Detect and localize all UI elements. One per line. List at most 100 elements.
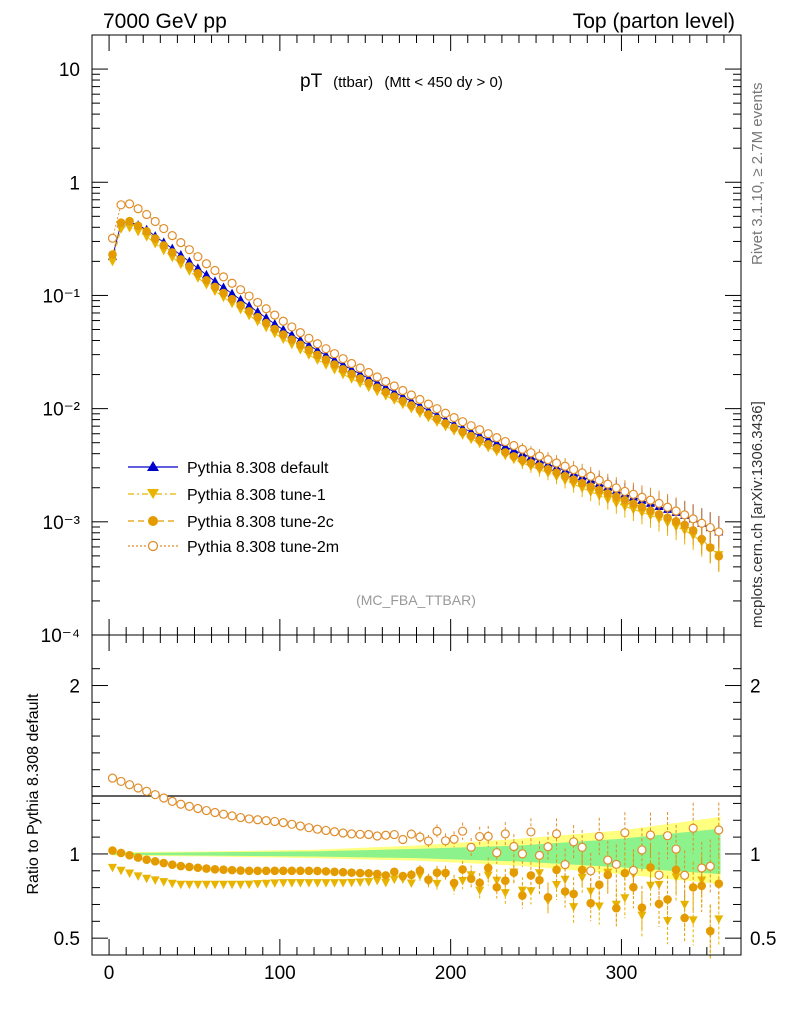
- data-point: [253, 306, 263, 316]
- ratio-point: [466, 842, 476, 852]
- ratio-point: [159, 858, 169, 868]
- data-point: [423, 399, 434, 409]
- data-point: [552, 468, 561, 477]
- ratio-point: [406, 829, 416, 839]
- legend-label-tune2c: Pythia 8.308 tune-2c: [187, 514, 334, 531]
- ratio-point: [662, 831, 673, 841]
- data-point: [107, 233, 118, 243]
- data-point: [330, 360, 339, 369]
- ratio-point: [637, 845, 647, 855]
- ratio-point: [261, 815, 271, 826]
- ratio-point: [312, 824, 323, 834]
- data-point: [219, 282, 229, 291]
- title-cut: (Mtt < 450 dy > 0): [384, 74, 502, 91]
- ratio-point: [552, 865, 561, 875]
- data-point: [389, 392, 399, 401]
- ratio-point: [509, 868, 519, 877]
- data-point: [210, 276, 220, 285]
- data-point: [270, 310, 280, 320]
- data-point: [244, 291, 254, 301]
- y-tick-label: 10: [59, 60, 80, 81]
- ratio-ylabel: Ratio to Pythia 8.308 default: [25, 693, 42, 895]
- ratio-point: [253, 866, 262, 876]
- ratio-point: [372, 876, 382, 886]
- y-tick-label: 10⁻⁴: [41, 626, 80, 647]
- ratio-point: [423, 836, 434, 846]
- data-point: [449, 423, 459, 433]
- ratio-point: [236, 880, 246, 890]
- data-point: [193, 269, 203, 278]
- data-point: [236, 300, 245, 310]
- ratio-point: [295, 821, 305, 831]
- ratio-point: [714, 825, 724, 835]
- ratio-panel: 2 2 1 1 0.5 0.5 Ratio to Pythia 8.308 default: [25, 634, 776, 959]
- ratio-point: [253, 815, 263, 825]
- ratio-point: [321, 879, 331, 888]
- data-point: [261, 312, 271, 322]
- data-point: [108, 250, 117, 259]
- ratio-point: [432, 826, 442, 836]
- ratio-point: [107, 773, 118, 783]
- ratio-point: [159, 878, 169, 887]
- legend-label-tune1: Pythia 8.308 tune-1: [187, 487, 326, 504]
- ratio-point: [227, 865, 237, 875]
- ratio-point: [338, 828, 348, 838]
- data-point: [697, 518, 707, 528]
- ratio-point: [355, 868, 365, 878]
- ratio-point: [637, 903, 647, 912]
- main-ticks-layer: 10 1 10⁻¹ 10⁻² 10⁻³ 10⁻⁴: [41, 34, 741, 647]
- data-point: [372, 372, 382, 382]
- ratio-point: [261, 866, 271, 876]
- x-tick-labels-layer: 0 100 200 300: [104, 963, 638, 984]
- data-point: [244, 300, 254, 310]
- data-point: [261, 304, 271, 314]
- ratio-point: [244, 814, 254, 824]
- x-tick-label: 0: [104, 963, 115, 984]
- ratio-point: [372, 869, 382, 879]
- legend-item-default: Pythia 8.308 default: [128, 460, 329, 477]
- ratio-point: [663, 895, 672, 904]
- data-point: [475, 425, 485, 435]
- data-point: [705, 543, 715, 552]
- ratio-point: [424, 875, 433, 885]
- data-point: [543, 465, 553, 474]
- data-point: [312, 339, 323, 349]
- ratio-point: [176, 880, 186, 890]
- ratio-point: [517, 886, 527, 896]
- ratio-point: [159, 793, 169, 803]
- ratio-point: [577, 842, 587, 852]
- ratio-point: [594, 902, 604, 911]
- ratio-point: [603, 870, 613, 880]
- data-point: [338, 354, 348, 364]
- analysis-tag: (MC_FBA_TTBAR): [356, 592, 476, 608]
- data-point: [201, 269, 211, 279]
- data-point: [296, 340, 305, 350]
- data-point: [253, 297, 263, 308]
- ratio-point: [244, 880, 254, 890]
- ratio-point: [193, 880, 203, 890]
- data-point: [509, 440, 519, 451]
- legend-marker-tune1: [147, 489, 159, 499]
- ratio-ticks-layer: 2 2 1 1 0.5 0.5: [54, 635, 776, 955]
- data-point: [441, 419, 450, 428]
- legend: Pythia 8.308 default Pythia 8.308 tune-1…: [128, 460, 339, 556]
- ratio-point: [569, 889, 578, 899]
- data-point: [116, 218, 126, 227]
- data-point: [167, 248, 177, 257]
- data-point: [150, 234, 160, 243]
- ratio-point: [534, 850, 545, 860]
- data-point: [398, 385, 408, 396]
- ratio-point: [201, 880, 211, 890]
- ratio-point: [253, 880, 263, 889]
- ratio-point: [261, 879, 271, 889]
- data-point: [295, 328, 305, 338]
- ratio-point: [628, 865, 639, 876]
- data-point: [329, 349, 340, 359]
- data-point: [116, 225, 126, 234]
- data-point: [603, 479, 613, 489]
- ratio-y-tick-label: 2: [69, 677, 80, 698]
- data-point: [424, 410, 433, 419]
- ratio-point: [526, 827, 536, 837]
- ratio-point: [184, 801, 194, 811]
- ratio-point: [338, 879, 348, 888]
